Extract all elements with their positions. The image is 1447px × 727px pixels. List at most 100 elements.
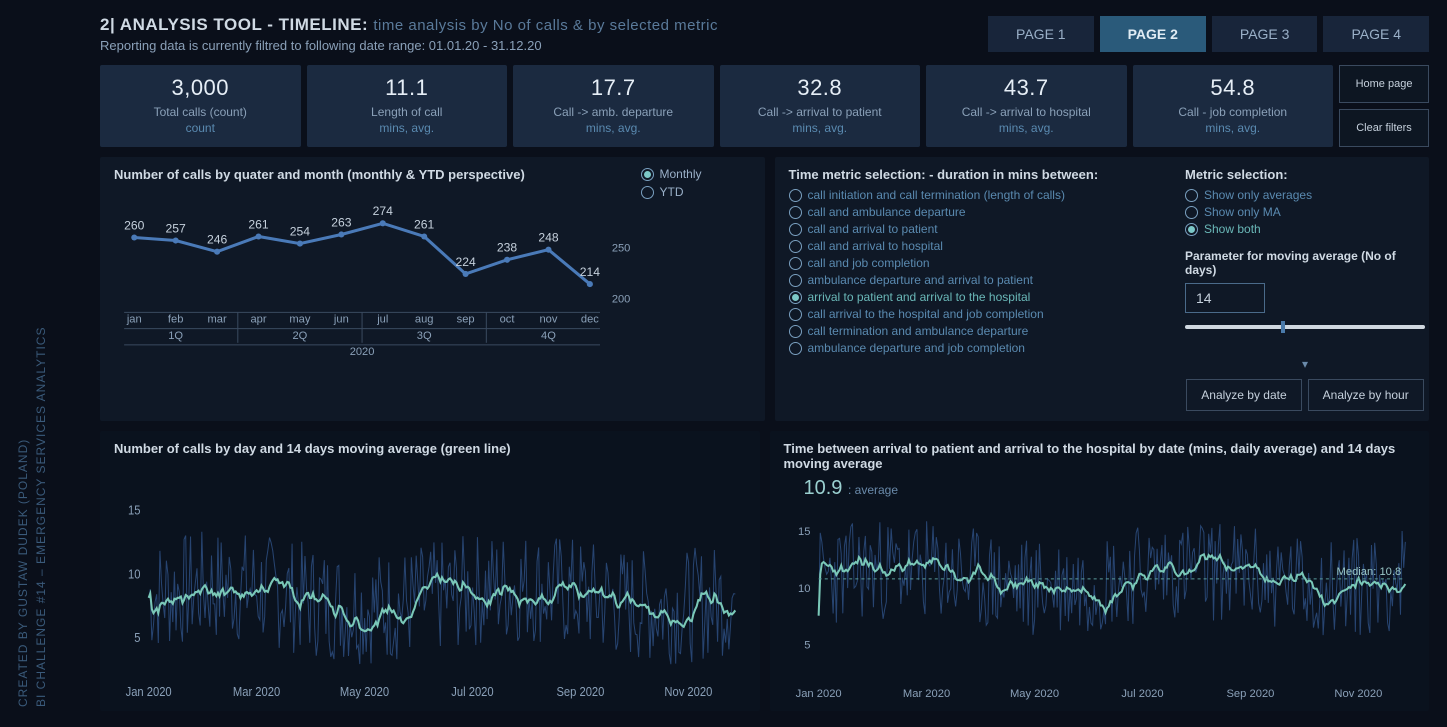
page-tab-2[interactable]: PAGE 2 xyxy=(1100,16,1206,52)
svg-text:Jan 2020: Jan 2020 xyxy=(795,688,841,700)
legend-option-ytd[interactable]: YTD xyxy=(641,185,751,199)
kpi-card-3[interactable]: 32.8 Call -> arrival to patient mins, av… xyxy=(720,65,921,147)
time-metric-chart-title: Time between arrival to patient and arri… xyxy=(784,441,1416,471)
clear-filters-button[interactable]: Clear filters xyxy=(1339,109,1429,147)
option-label: call initiation and call termination (le… xyxy=(808,188,1065,202)
option-label: call termination and ambulance departure xyxy=(808,324,1029,338)
time-metric-option-6[interactable]: arrival to patient and arrival to the ho… xyxy=(789,290,1176,304)
kpi-unit: mins, avg. xyxy=(934,121,1119,135)
radio-icon xyxy=(789,223,802,236)
legend-option-monthly[interactable]: Monthly xyxy=(641,167,751,181)
svg-text:jun: jun xyxy=(333,314,349,326)
kpi-value: 3,000 xyxy=(108,75,293,101)
metric-sel-option-2[interactable]: Show both xyxy=(1185,222,1425,236)
header: 2| ANALYSIS TOOL - TIMELINE: time analys… xyxy=(100,15,1429,53)
radio-icon xyxy=(789,342,802,355)
time-metric-option-4[interactable]: call and job completion xyxy=(789,256,1176,270)
kpi-unit: mins, avg. xyxy=(315,121,500,135)
svg-text:May 2020: May 2020 xyxy=(1009,688,1058,700)
svg-text:Sep 2020: Sep 2020 xyxy=(556,685,604,700)
svg-text:263: 263 xyxy=(331,215,352,229)
kpi-card-4[interactable]: 43.7 Call -> arrival to hospital mins, a… xyxy=(926,65,1127,147)
svg-text:Median: 10.8: Median: 10.8 xyxy=(1336,566,1401,578)
monthly-chart-panel: Number of calls by quater and month (mon… xyxy=(100,157,765,421)
time-metric-option-5[interactable]: ambulance departure and arrival to patie… xyxy=(789,273,1176,287)
svg-text:250: 250 xyxy=(612,243,631,255)
svg-text:may: may xyxy=(289,314,310,326)
param-input[interactable] xyxy=(1185,283,1265,313)
controls-panel: Time metric selection: - duration in min… xyxy=(775,157,1430,421)
kpi-unit: mins, avg. xyxy=(1141,121,1326,135)
svg-text:Mar 2020: Mar 2020 xyxy=(902,688,949,700)
page-title-strong: 2| ANALYSIS TOOL - TIMELINE: xyxy=(100,15,368,34)
kpi-card-5[interactable]: 54.8 Call - job completion mins, avg. xyxy=(1133,65,1334,147)
time-metric-option-9[interactable]: ambulance departure and job completion xyxy=(789,341,1176,355)
daily-calls-chart: Number of calls by day and 14 days movin… xyxy=(100,431,760,711)
param-title: Parameter for moving average (No of days… xyxy=(1185,249,1425,277)
svg-text:1Q: 1Q xyxy=(168,330,183,342)
svg-text:jul: jul xyxy=(376,314,388,326)
svg-text:Sep 2020: Sep 2020 xyxy=(1226,688,1274,700)
svg-text:4Q: 4Q xyxy=(541,330,556,342)
daily-calls-title: Number of calls by day and 14 days movin… xyxy=(114,441,746,456)
radio-icon xyxy=(789,240,802,253)
kpi-card-1[interactable]: 11.1 Length of call mins, avg. xyxy=(307,65,508,147)
svg-text:5: 5 xyxy=(804,640,810,652)
page-tab-3[interactable]: PAGE 3 xyxy=(1212,16,1318,52)
param-slider[interactable] xyxy=(1185,325,1425,329)
analyze-buttons: Analyze by dateAnalyze by hour xyxy=(1186,379,1423,411)
svg-text:224: 224 xyxy=(455,255,476,269)
page-title-sub: time analysis by No of calls & by select… xyxy=(373,17,718,34)
slider-thumb[interactable] xyxy=(1281,321,1285,333)
metric-selection-options: Show only averages Show only MA Show both xyxy=(1185,188,1425,236)
kpi-card-2[interactable]: 17.7 Call -> amb. departure mins, avg. xyxy=(513,65,714,147)
svg-text:246: 246 xyxy=(207,233,228,247)
kpi-unit: mins, avg. xyxy=(728,121,913,135)
svg-text:nov: nov xyxy=(539,314,557,326)
svg-text:261: 261 xyxy=(414,217,435,231)
time-metric-option-7[interactable]: call arrival to the hospital and job com… xyxy=(789,307,1176,321)
svg-text:248: 248 xyxy=(538,231,559,245)
option-label: call and ambulance departure xyxy=(808,205,966,219)
kpi-label: Total calls (count) xyxy=(108,105,293,119)
svg-text:10: 10 xyxy=(128,567,141,582)
svg-text:257: 257 xyxy=(166,221,187,235)
chevron-down-icon: ▾ xyxy=(1302,357,1308,371)
radio-icon xyxy=(789,189,802,202)
analyze-button-1[interactable]: Analyze by hour xyxy=(1308,379,1424,411)
kpi-label: Call -> arrival to patient xyxy=(728,105,913,119)
time-metric-option-3[interactable]: call and arrival to hospital xyxy=(789,239,1176,253)
time-metric-option-8[interactable]: call termination and ambulance departure xyxy=(789,324,1176,338)
page-tab-1[interactable]: PAGE 1 xyxy=(988,16,1094,52)
time-metric-option-2[interactable]: call and arrival to patient xyxy=(789,222,1176,236)
svg-text:3Q: 3Q xyxy=(417,330,432,342)
svg-text:10: 10 xyxy=(798,583,810,595)
page-tab-4[interactable]: PAGE 4 xyxy=(1323,16,1429,52)
page-tabs: PAGE 1PAGE 2PAGE 3PAGE 4 xyxy=(988,16,1429,52)
metric-sel-option-1[interactable]: Show only MA xyxy=(1185,205,1425,219)
radio-icon xyxy=(1185,223,1198,236)
analyze-button-0[interactable]: Analyze by date xyxy=(1186,379,1301,411)
kpi-label: Length of call xyxy=(315,105,500,119)
kpi-value: 43.7 xyxy=(934,75,1119,101)
time-metric-option-1[interactable]: call and ambulance departure xyxy=(789,205,1176,219)
svg-text:Nov 2020: Nov 2020 xyxy=(664,685,712,700)
svg-text:15: 15 xyxy=(798,526,810,538)
time-metric-option-0[interactable]: call initiation and call termination (le… xyxy=(789,188,1176,202)
kpi-card-0[interactable]: 3,000 Total calls (count) count xyxy=(100,65,301,147)
radio-icon xyxy=(789,274,802,287)
home-button[interactable]: Home page xyxy=(1339,65,1429,103)
svg-text:5: 5 xyxy=(134,631,141,646)
svg-text:Mar 2020: Mar 2020 xyxy=(233,685,281,700)
metric-sel-option-0[interactable]: Show only averages xyxy=(1185,188,1425,202)
svg-text:aug: aug xyxy=(415,314,434,326)
svg-text:oct: oct xyxy=(500,314,516,326)
svg-text:feb: feb xyxy=(168,314,183,326)
sidebar-credit-2: CREATED BY GUSTAW DUDEK (POLAND) xyxy=(16,439,30,707)
svg-text:sep: sep xyxy=(457,314,475,326)
option-label: ambulance departure and arrival to patie… xyxy=(808,273,1033,287)
legend-label: YTD xyxy=(660,185,684,199)
radio-icon xyxy=(1185,206,1198,219)
radio-icon xyxy=(789,257,802,270)
radio-icon xyxy=(789,291,802,304)
